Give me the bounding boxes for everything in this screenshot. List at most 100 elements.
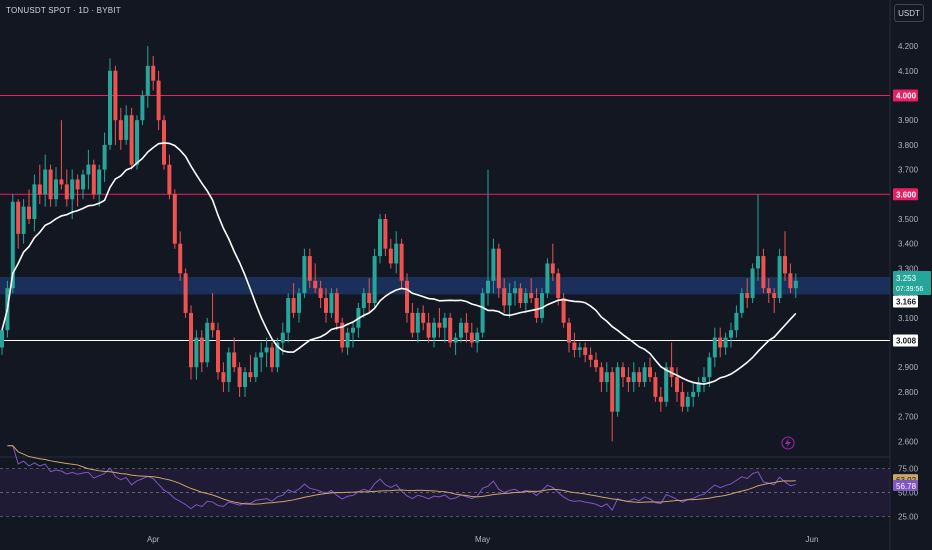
candle-body — [367, 293, 372, 303]
candle-body — [739, 293, 744, 313]
level-price-tag: 3.008 — [896, 337, 917, 346]
candle-body — [453, 337, 458, 343]
last-price-tag: 3.253 — [896, 274, 917, 283]
x-tick-label: Jun — [806, 535, 819, 544]
candle-body — [653, 377, 658, 397]
candle-body — [610, 372, 615, 412]
candle-body — [723, 337, 728, 348]
candle-body — [480, 293, 485, 333]
candle-body — [680, 391, 685, 407]
support-zone — [0, 277, 890, 295]
candle-body — [556, 273, 561, 299]
candle-body — [577, 347, 582, 350]
candle-body — [81, 174, 85, 190]
candle-body — [545, 263, 550, 294]
candle-body — [696, 382, 701, 392]
rsi-value-tag-bg — [893, 480, 918, 492]
countdown-timer: 07:39:56 — [896, 286, 923, 293]
candle-body — [583, 347, 588, 355]
candle-body — [194, 337, 199, 368]
candle-body — [777, 256, 782, 299]
candle-body — [523, 293, 528, 303]
candle-body — [626, 377, 631, 383]
candle-body — [788, 273, 793, 289]
candle-body — [275, 342, 280, 368]
candle-body — [10, 201, 15, 289]
candle-body — [459, 322, 463, 338]
candle-body — [372, 256, 377, 303]
last-price-tag-bg — [893, 271, 931, 296]
candle-body — [221, 372, 226, 383]
rsi-tick-label: 75.00 — [898, 465, 919, 474]
candle-body — [772, 293, 777, 299]
level-price-tag: 4.000 — [896, 91, 917, 100]
ma-price-tag: 3.166 — [896, 298, 917, 307]
candle-body — [745, 293, 750, 299]
candle-body — [685, 396, 690, 407]
candle-body — [415, 312, 420, 333]
moving-average-line — [1, 142, 797, 385]
candle-body — [216, 330, 220, 373]
candle-body — [491, 248, 496, 281]
candle-body — [399, 243, 404, 281]
y-tick-label: 3.800 — [898, 141, 919, 150]
y-tick-label: 3.700 — [898, 166, 919, 175]
rsi-line — [7, 445, 796, 512]
candle-body — [16, 201, 21, 234]
candle-body — [102, 144, 107, 170]
currency-button[interactable]: USDT — [894, 4, 924, 22]
candle-body — [518, 288, 523, 303]
candle-body — [108, 70, 112, 145]
candle-body — [334, 293, 339, 323]
rsi-value-tag: 56.78 — [896, 482, 917, 491]
y-tick-label: 3.100 — [898, 314, 919, 323]
candle-body — [534, 298, 539, 318]
candle-body — [675, 377, 679, 392]
symbol-title: TONUSDT SPOT · 1D · BYBIT — [6, 6, 121, 15]
candle-body — [91, 164, 96, 195]
candle-body — [550, 263, 555, 274]
rsi-ma-line — [7, 445, 796, 505]
candle-body — [135, 120, 139, 165]
candle-body — [178, 243, 183, 274]
candle-body — [280, 332, 285, 343]
candle-body — [340, 322, 345, 348]
candle-body — [729, 330, 733, 338]
candle-body — [75, 179, 80, 190]
candle-body — [297, 293, 301, 313]
candle-body — [631, 372, 636, 383]
rsi-tick-label: 50.00 — [898, 489, 919, 498]
candle-body — [529, 293, 534, 299]
candle-body — [259, 352, 264, 358]
candle-body — [129, 115, 134, 165]
rsi-tick-label: 25.00 — [898, 512, 919, 521]
y-tick-label: 2.600 — [898, 437, 919, 446]
candle-body — [540, 293, 544, 318]
candle-body — [54, 179, 58, 200]
candle-body — [394, 243, 399, 264]
candle-body — [32, 184, 37, 219]
x-tick-label: Apr — [147, 535, 160, 544]
candle-body — [64, 184, 69, 200]
candle-body — [496, 248, 501, 289]
candle-body — [718, 337, 723, 348]
candle-body — [253, 357, 258, 378]
candle-body — [226, 352, 231, 383]
candle-body — [210, 322, 215, 331]
candle-body — [621, 367, 625, 378]
candle-body — [70, 179, 75, 200]
candle-body — [388, 248, 393, 264]
candle-body — [756, 256, 760, 269]
candle-body — [572, 342, 577, 350]
candle-body — [27, 206, 31, 219]
candle-body — [750, 268, 755, 299]
candle-body — [421, 312, 426, 323]
y-tick-label: 2.800 — [898, 388, 919, 397]
candle-body — [43, 169, 48, 195]
candle-body — [0, 330, 4, 348]
candle-body — [664, 367, 669, 402]
candle-body — [48, 169, 53, 200]
candle-body — [318, 288, 323, 299]
